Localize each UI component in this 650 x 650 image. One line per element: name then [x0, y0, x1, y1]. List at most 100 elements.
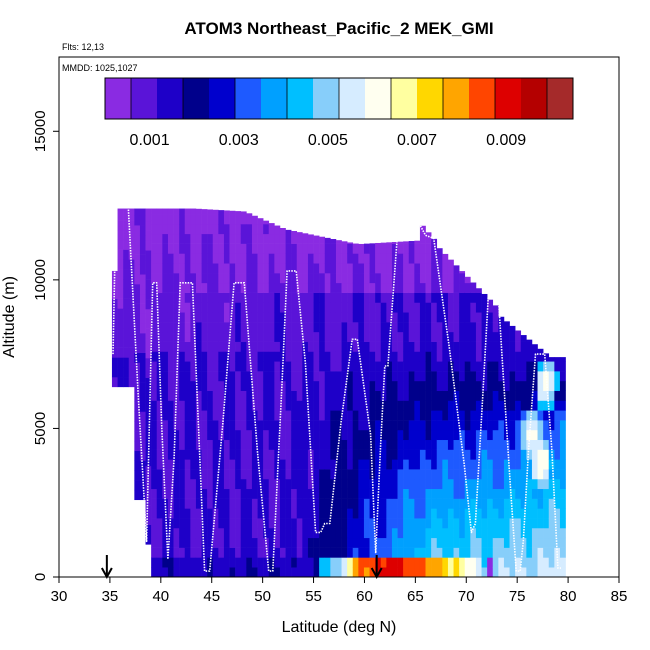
heatmap-cell [173, 527, 180, 539]
heatmap-cell [324, 518, 331, 529]
heatmap-cell [414, 282, 421, 293]
heatmap-cell [223, 282, 230, 293]
heatmap-cell [173, 478, 180, 490]
heatmap-cell [223, 322, 230, 333]
heatmap-cell [235, 508, 242, 519]
heatmap-cell [531, 429, 538, 441]
heatmap-cell [369, 292, 376, 303]
heatmap-cell [431, 439, 438, 450]
heatmap-cell [229, 469, 236, 480]
heatmap-cell [475, 478, 482, 490]
heatmap-cell [167, 371, 174, 382]
heatmap-cell [487, 420, 494, 431]
heatmap-cell [335, 390, 342, 401]
heatmap-cell [391, 518, 398, 529]
heatmap-cell [319, 459, 326, 470]
heatmap-cell [212, 459, 219, 470]
heatmap-cell [313, 410, 320, 421]
heatmap-cell [447, 508, 454, 519]
heatmap-cell [335, 292, 342, 303]
heatmap-cell [263, 410, 270, 421]
heatmap-cell [167, 351, 174, 362]
heatmap-cell [543, 508, 550, 519]
heatmap-cell [520, 547, 527, 558]
heatmap-cell [324, 469, 331, 480]
heatmap-cell [380, 302, 387, 313]
heatmap-cell [341, 312, 348, 323]
heatmap-cell [229, 371, 236, 382]
heatmap-cell [397, 331, 404, 342]
heatmap-cell [335, 557, 342, 568]
heatmap-cell [475, 380, 482, 391]
heatmap-cell [515, 331, 522, 342]
heatmap-cell [503, 321, 510, 323]
heatmap-cell [223, 508, 230, 519]
heatmap-cell [279, 439, 286, 450]
heatmap-cell [195, 243, 202, 254]
heatmap-cell [212, 547, 219, 558]
heatmap-cell [347, 312, 354, 323]
heatmap-cell [134, 215, 141, 226]
heatmap-cell [475, 371, 482, 382]
heatmap-cell [503, 547, 510, 558]
colorbar-swatch [443, 78, 470, 119]
heatmap-cell [436, 253, 443, 264]
heatmap-cell [526, 498, 533, 509]
heatmap-cell [218, 361, 225, 372]
heatmap-cell [279, 331, 286, 342]
heatmap-cell [431, 341, 438, 352]
heatmap-cell [167, 312, 174, 323]
heatmap-cell [139, 234, 146, 246]
heatmap-cell [251, 508, 258, 519]
heatmap-cell [274, 371, 281, 382]
heatmap-cell [139, 333, 146, 344]
heatmap-cell [240, 478, 247, 490]
heatmap-cell [447, 518, 454, 529]
heatmap-cell [554, 380, 561, 391]
heatmap-cell [319, 429, 326, 441]
heatmap-cell [436, 263, 443, 274]
heatmap-cell [179, 322, 186, 333]
heatmap-cell [537, 380, 544, 391]
heatmap-cell [425, 567, 432, 578]
heatmap-cell [481, 469, 488, 480]
heatmap-cell [134, 460, 141, 471]
heatmap-cell [167, 214, 174, 225]
heatmap-cell [285, 400, 292, 411]
heatmap-cell [302, 478, 309, 490]
heatmap-cell [414, 508, 421, 519]
heatmap-cell [358, 390, 365, 401]
heatmap-cell [436, 282, 443, 293]
heatmap-cell [470, 439, 477, 450]
heatmap-cell [442, 371, 449, 382]
heatmap-cell [291, 273, 298, 284]
heatmap-cell [459, 449, 466, 460]
heatmap-cell [330, 537, 337, 548]
heatmap-cell [240, 214, 247, 225]
heatmap-cell [425, 410, 432, 421]
heatmap-cell [123, 210, 130, 221]
heatmap-cell [319, 361, 326, 372]
heatmap-cell [520, 469, 527, 480]
heatmap-cell [537, 469, 544, 480]
heatmap-cell [218, 312, 225, 323]
heatmap-cell [201, 302, 208, 313]
heatmap-cell [179, 410, 186, 421]
heatmap-cell [431, 420, 438, 431]
heatmap-cell [179, 341, 186, 352]
heatmap-cell [156, 537, 163, 548]
heatmap-cell [319, 282, 326, 293]
heatmap-cell [117, 220, 124, 231]
heatmap-cell [386, 302, 393, 313]
heatmap-cell [442, 469, 449, 480]
heatmap-cell [548, 537, 555, 548]
heatmap-cell [380, 361, 387, 372]
heatmap-cell [285, 351, 292, 362]
heatmap-cell [358, 449, 365, 460]
heatmap-cell [190, 380, 197, 391]
heatmap-cell [218, 233, 225, 244]
heatmap-cell [307, 312, 314, 323]
heatmap-cell [268, 322, 275, 333]
heatmap-cell [453, 449, 460, 460]
heatmap-cell [543, 469, 550, 480]
